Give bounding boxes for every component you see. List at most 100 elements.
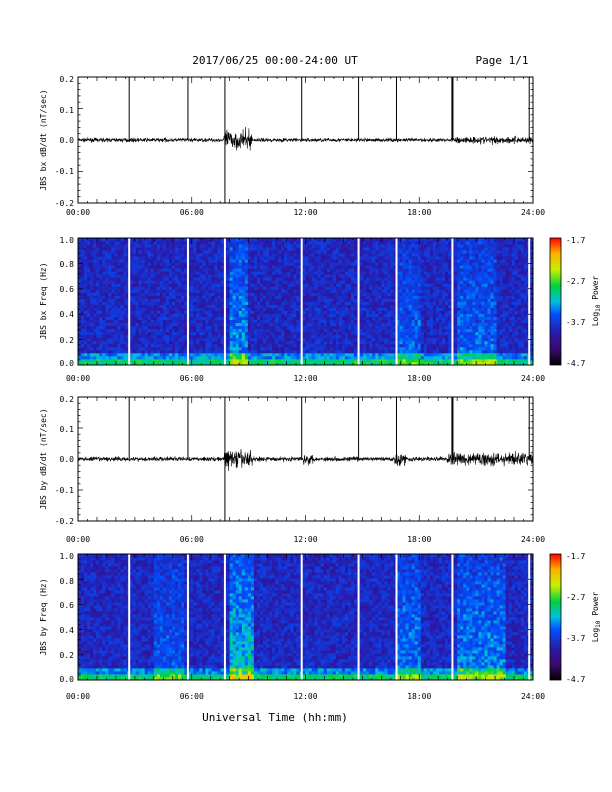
spectrogram-cell: [211, 256, 215, 260]
spectrogram-cell: [414, 304, 419, 308]
spectrogram-cell: [162, 286, 167, 290]
spectrogram-cell: [332, 301, 337, 305]
spectrogram-cell: [144, 250, 149, 254]
spectrogram-cell: [150, 298, 155, 302]
spectrogram-cell: [414, 265, 419, 269]
spectrogram-cell: [308, 274, 312, 278]
spectrogram-cell: [393, 334, 397, 339]
spectrogram-cell: [214, 352, 218, 357]
spectrogram-cell: [278, 259, 282, 263]
spectrogram-cell: [399, 343, 403, 348]
spectrogram-cell: [199, 322, 203, 327]
spectrogram-cell: [311, 295, 315, 299]
spectrogram-cell: [344, 295, 349, 299]
spectrogram-cell: [169, 310, 173, 314]
spectrogram-cell: [408, 262, 413, 266]
spectrogram-cell: [235, 361, 240, 366]
spectrogram-cell: [347, 253, 352, 257]
spectrogram-cell: [332, 361, 337, 366]
spectrogram-cell: [390, 325, 394, 330]
spectrogram-cell: [305, 253, 309, 257]
spectrogram-cell: [181, 349, 185, 354]
spectrogram-cell: [253, 295, 258, 299]
spectrogram-cell: [311, 250, 315, 254]
spectrogram-cell: [375, 328, 379, 333]
spectrogram-cell: [102, 268, 106, 272]
spectrogram-cell: [123, 265, 127, 269]
spectrogram-cell: [169, 292, 173, 296]
spectrogram-cell: [375, 268, 379, 272]
spectrogram-cell: [153, 325, 158, 330]
spectrogram-cell: [375, 244, 379, 248]
spectrogram-cell: [335, 268, 340, 272]
spectrogram-cell: [99, 286, 103, 290]
spectrogram-cell: [411, 289, 416, 293]
spectrogram-cell: [250, 319, 255, 324]
spectrogram-cell: [87, 253, 91, 257]
spectrogram-cell: [381, 334, 385, 339]
spectrogram-cell: [263, 310, 267, 314]
spectrogram-cell: [363, 316, 367, 321]
spectrogram-cell: [96, 310, 100, 314]
spectrogram-cell: [172, 313, 176, 318]
spectrogram-cell: [305, 262, 309, 266]
spectrogram-cell: [129, 304, 133, 308]
spectrogram-cell: [284, 289, 288, 293]
spectrogram-cell: [305, 247, 309, 251]
spectrogram-cell: [162, 307, 167, 311]
spectrogram-cell: [414, 361, 419, 366]
spectrogram-cell: [366, 286, 370, 290]
spectrogram-cell: [399, 253, 403, 257]
spectrogram-cell: [396, 274, 400, 278]
spectrogram-cell: [332, 319, 337, 324]
spectrogram-cell: [117, 358, 121, 363]
spectrogram-cell: [214, 322, 218, 327]
spectrogram-cell: [190, 349, 194, 354]
spectrogram-cell: [305, 343, 309, 348]
spectrogram-cell: [369, 286, 373, 290]
spectrogram-cell: [363, 358, 367, 363]
spectrogram-cell: [153, 289, 158, 293]
spectrogram-cell: [347, 361, 352, 366]
spectrogram-cell: [129, 346, 133, 351]
spectrogram-cell: [93, 253, 97, 257]
spectrogram-cell: [165, 289, 170, 293]
spectrogram-cell: [150, 328, 155, 333]
spectrogram-cell: [153, 241, 158, 245]
spectrogram-cell: [335, 358, 340, 363]
spectrogram-cell: [190, 283, 194, 287]
spectrogram-cell: [335, 301, 340, 305]
spectrogram-cell: [87, 358, 91, 363]
spectrogram-cell: [329, 277, 334, 281]
spectrogram-cell: [311, 316, 315, 321]
spectrogram-cell: [178, 349, 182, 354]
spectrogram-cell: [102, 334, 106, 339]
spectrogram-cell: [402, 337, 406, 342]
spectrogram-cell: [159, 310, 164, 314]
spectrogram-cell: [120, 301, 124, 305]
spectrogram-cell: [202, 355, 206, 360]
figure-title: 2017/06/25 00:00-24:00 UT: [192, 54, 358, 67]
spectrogram-cell: [141, 289, 146, 293]
spectrogram-cell: [363, 271, 367, 275]
spectrogram-cell: [238, 262, 243, 266]
spectrogram-cell: [320, 250, 325, 254]
spectrogram-cell: [260, 289, 264, 293]
spectrogram-cell: [390, 355, 394, 360]
spectrogram-cell: [114, 247, 118, 251]
spectrogram-cell: [393, 247, 397, 251]
spectrogram-cell: [105, 340, 109, 345]
spectrogram-cell: [141, 322, 146, 327]
spectrogram-cell: [238, 322, 243, 327]
spectrogram-cell: [281, 241, 285, 245]
spectrogram-cell: [244, 349, 249, 354]
spectrogram-cell: [147, 310, 152, 314]
spectrogram-cell: [341, 292, 346, 296]
spectrogram-cell: [150, 289, 155, 293]
spectrogram-cell: [247, 316, 252, 321]
spectrogram-cell: [117, 283, 121, 287]
spectrogram-cell: [354, 256, 358, 260]
spectrogram-cell: [305, 259, 309, 263]
spectrogram-cell: [202, 283, 206, 287]
spectrogram-cell: [278, 343, 282, 348]
